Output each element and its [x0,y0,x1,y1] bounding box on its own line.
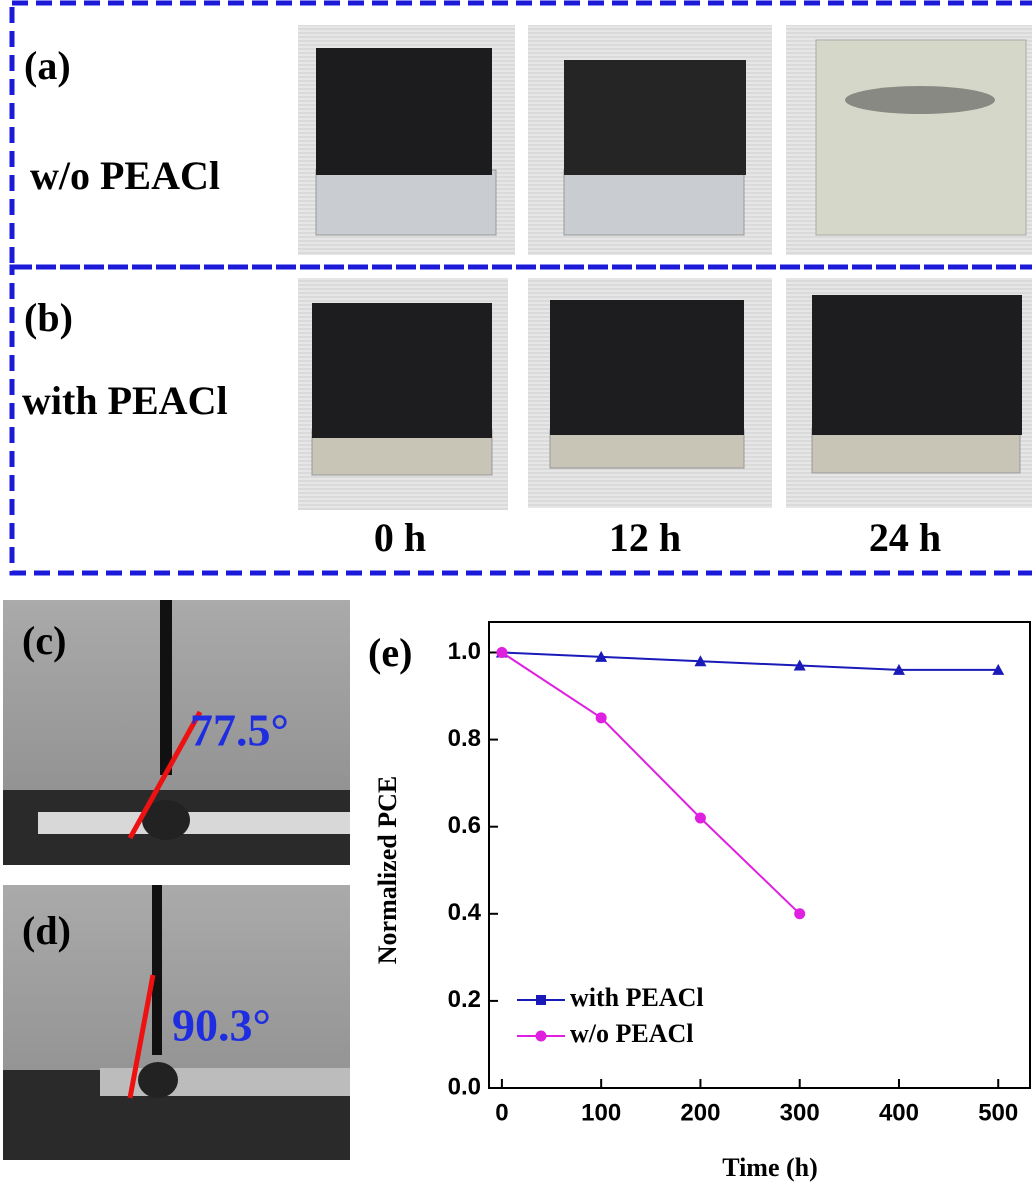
data-point [794,908,805,919]
data-point [596,712,607,723]
legend-label: with PEACl [570,983,704,1012]
angle-label: 77.5° [190,705,289,756]
y-tick-label: 0.4 [448,899,482,926]
panel-label: (c) [22,618,66,663]
photo [528,25,772,255]
x-tick-label: 0 [495,1099,508,1126]
figure: (a) w/o PEACl (b) with PEACl 0 h 12 h 24… [0,0,1032,1194]
data-point [695,812,706,823]
y-tick-label: 1.0 [448,638,481,665]
panel-label: (b) [24,295,73,340]
x-tick-label: 200 [680,1099,720,1126]
page: {"panels": { "a": {"label": "(a)", "samp… [0,0,1032,1194]
y-tick-label: 0.0 [448,1073,481,1100]
photo [786,25,1032,255]
panel-label: (a) [24,43,71,88]
y-tick-label: 0.2 [448,986,481,1013]
photo [298,278,508,510]
legend-label: w/o PEACl [570,1019,694,1048]
y-tick-label: 0.8 [448,725,481,752]
chart-title: (e) [368,630,412,675]
sample-label: w/o PEACl [30,153,220,198]
x-axis-label: Time (h) [722,1153,818,1182]
sample-label: with PEACl [22,378,228,423]
time-label: 24 h [869,515,941,560]
x-tick-label: 100 [581,1099,621,1126]
panel-label: (d) [22,908,71,953]
x-tick-label: 500 [978,1099,1018,1126]
legend-marker [536,995,546,1005]
time-label: 0 h [374,515,426,560]
series-line [502,652,800,913]
data-point [496,647,507,658]
x-tick-label: 400 [879,1099,919,1126]
photo [528,278,772,508]
angle-label: 90.3° [172,1000,271,1051]
legend-marker [536,1031,547,1042]
x-tick-label: 300 [780,1099,820,1126]
photo [786,278,1032,508]
series-line [502,652,998,669]
y-axis-label: Normalized PCE [373,776,402,964]
photo [298,25,515,255]
time-label: 12 h [609,515,681,560]
y-tick-label: 0.6 [448,812,481,839]
